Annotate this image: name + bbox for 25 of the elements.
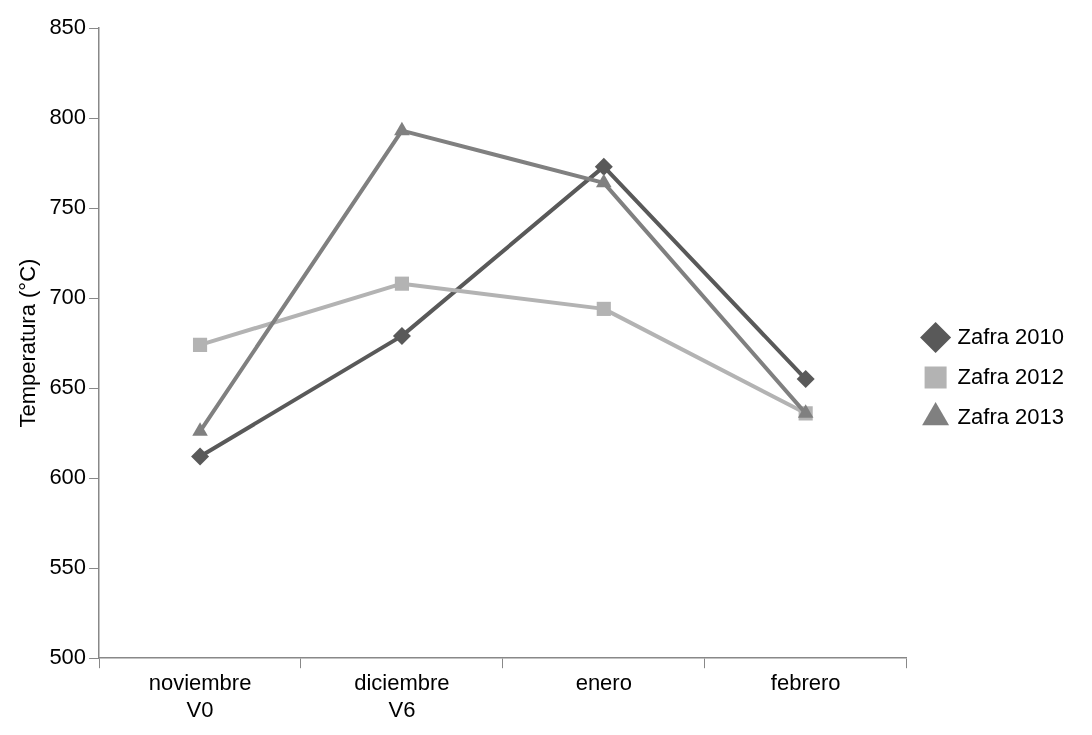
y-tick-label: 850 <box>49 14 87 40</box>
y-tick-label: 500 <box>49 644 87 670</box>
x-tick-label: diciembre V6 <box>354 670 450 722</box>
point <box>394 121 410 136</box>
x-tick-label: febrero <box>770 670 841 696</box>
point <box>796 370 815 389</box>
y-tick-label: 650 <box>49 374 87 400</box>
legend-label: Zafra 2012 <box>957 363 1064 389</box>
legend-label: Zafra 2013 <box>957 403 1064 429</box>
point <box>594 157 613 176</box>
point <box>596 173 612 188</box>
y-tick-label: 600 <box>49 464 87 490</box>
y-tick-label: 750 <box>49 194 87 220</box>
y-axis-title: Temperatura (°C) <box>15 258 41 428</box>
point <box>392 326 411 345</box>
x-tick-label: noviembre V0 <box>148 670 252 722</box>
x-tick-label: enero <box>575 670 632 696</box>
y-tick-label: 700 <box>49 284 87 310</box>
point <box>596 301 611 316</box>
point <box>191 447 210 466</box>
legend-label: Zafra 2010 <box>957 323 1064 349</box>
y-tick-label: 800 <box>49 104 87 130</box>
point <box>394 276 409 291</box>
point <box>192 337 208 352</box>
y-tick-label: 550 <box>49 554 87 580</box>
